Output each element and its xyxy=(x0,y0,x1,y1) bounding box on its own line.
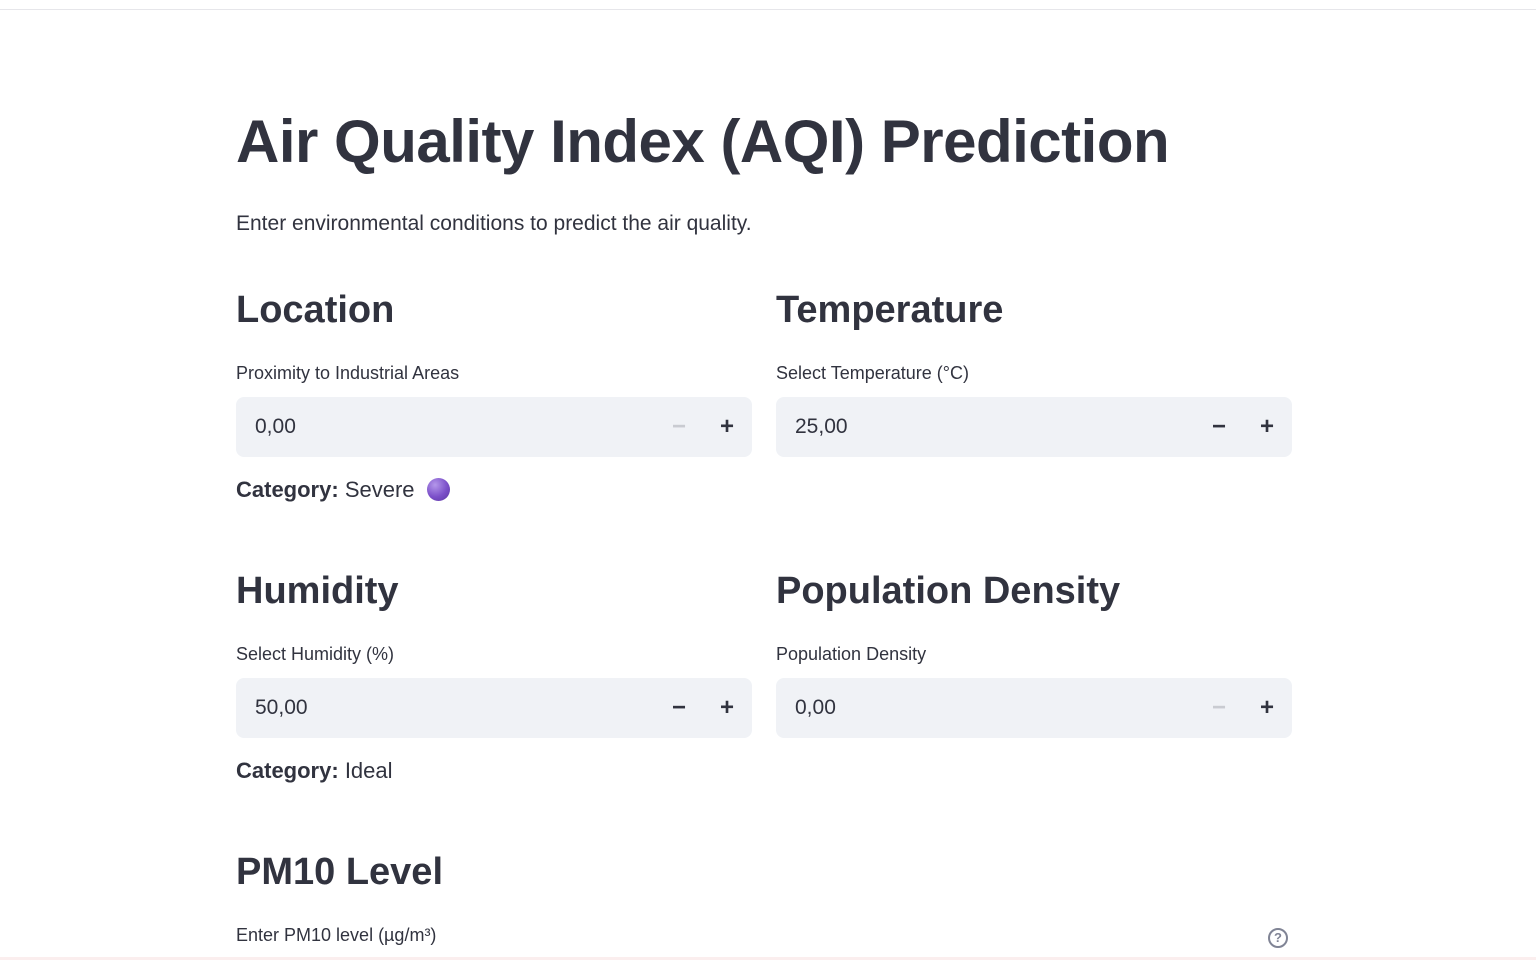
proximity-value[interactable]: 0,00 xyxy=(255,415,296,438)
location-category: Category: Severe xyxy=(236,475,450,505)
top-toolbar-strip xyxy=(0,0,1536,10)
temperature-heading: Temperature xyxy=(776,289,1004,331)
proximity-decrement-button[interactable]: − xyxy=(671,413,686,440)
location-heading: Location xyxy=(236,289,395,331)
location-section: Location Proximity to Industrial Areas 0… xyxy=(236,287,752,502)
population-decrement-button[interactable]: − xyxy=(1211,694,1226,721)
population-increment-button[interactable]: + xyxy=(1259,694,1274,721)
pm10-heading: PM10 Level xyxy=(236,851,443,893)
population-number-input[interactable]: 0,00 − + xyxy=(776,678,1292,738)
humidity-number-input[interactable]: 50,00 − + xyxy=(236,678,752,738)
temperature-section: Temperature Select Temperature (°C) 25,0… xyxy=(776,287,1292,457)
humidity-category: Category: Ideal xyxy=(236,756,393,786)
temperature-number-input[interactable]: 25,00 − + xyxy=(776,397,1292,457)
bottom-edge xyxy=(0,957,1536,960)
temperature-decrement-button[interactable]: − xyxy=(1211,413,1226,440)
humidity-value[interactable]: 50,00 xyxy=(255,696,308,719)
category-value: Severe xyxy=(344,477,415,502)
proximity-number-input[interactable]: 0,00 − + xyxy=(236,397,752,457)
main-content: Air Quality Index (AQI) Prediction Enter… xyxy=(236,0,1292,960)
population-heading: Population Density xyxy=(776,570,1121,612)
category-value: Ideal xyxy=(344,758,393,783)
category-label: Category: xyxy=(236,758,339,783)
pm10-label: Enter PM10 level (µg/m³) xyxy=(236,925,437,945)
temperature-label: Select Temperature (°C) xyxy=(776,363,969,383)
category-label: Category: xyxy=(236,477,339,502)
population-value[interactable]: 0,00 xyxy=(795,696,836,719)
purple-circle-icon xyxy=(426,478,450,501)
page-title: Air Quality Index (AQI) Prediction xyxy=(236,108,1170,175)
temperature-value[interactable]: 25,00 xyxy=(795,415,848,438)
population-label: Population Density xyxy=(776,644,927,664)
proximity-increment-button[interactable]: + xyxy=(719,413,734,440)
humidity-heading: Humidity xyxy=(236,570,399,612)
humidity-section: Humidity Select Humidity (%) 50,00 − + C… xyxy=(236,568,752,783)
humidity-increment-button[interactable]: + xyxy=(719,694,734,721)
humidity-label: Select Humidity (%) xyxy=(236,644,395,664)
temperature-increment-button[interactable]: + xyxy=(1259,413,1274,440)
pm10-section: PM10 Level Enter PM10 level (µg/m³) xyxy=(236,849,752,945)
population-section: Population Density Population Density 0,… xyxy=(776,568,1292,738)
humidity-decrement-button[interactable]: − xyxy=(671,694,686,721)
page-subtitle: Enter environmental conditions to predic… xyxy=(236,212,752,235)
proximity-label: Proximity to Industrial Areas xyxy=(236,363,460,383)
question-circle-icon[interactable]: ? xyxy=(1268,928,1288,948)
